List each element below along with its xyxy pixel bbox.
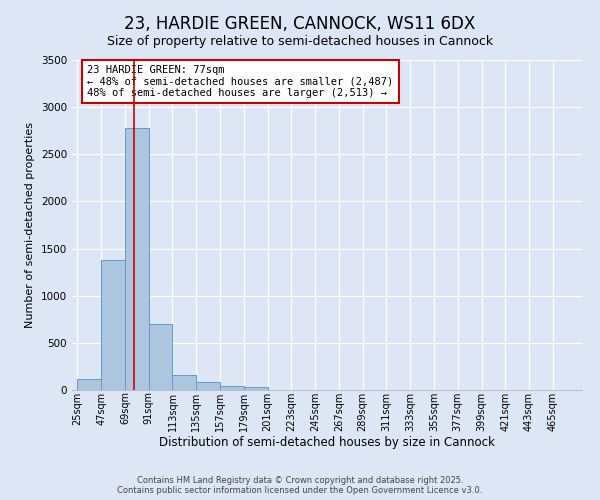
Y-axis label: Number of semi-detached properties: Number of semi-detached properties [25,122,35,328]
Text: Contains HM Land Registry data © Crown copyright and database right 2025.
Contai: Contains HM Land Registry data © Crown c… [118,476,482,495]
Bar [196,382,220,390]
Text: 23, HARDIE GREEN, CANNOCK, WS11 6DX: 23, HARDIE GREEN, CANNOCK, WS11 6DX [124,15,476,33]
Bar [77,378,101,390]
Bar [101,260,125,390]
Bar [220,386,244,390]
Bar [172,376,196,390]
Bar [125,128,149,390]
Bar [149,324,172,390]
Text: Size of property relative to semi-detached houses in Cannock: Size of property relative to semi-detach… [107,35,493,48]
Bar [244,387,268,390]
Text: 23 HARDIE GREEN: 77sqm
← 48% of semi-detached houses are smaller (2,487)
48% of : 23 HARDIE GREEN: 77sqm ← 48% of semi-det… [88,65,394,98]
X-axis label: Distribution of semi-detached houses by size in Cannock: Distribution of semi-detached houses by … [159,436,495,450]
